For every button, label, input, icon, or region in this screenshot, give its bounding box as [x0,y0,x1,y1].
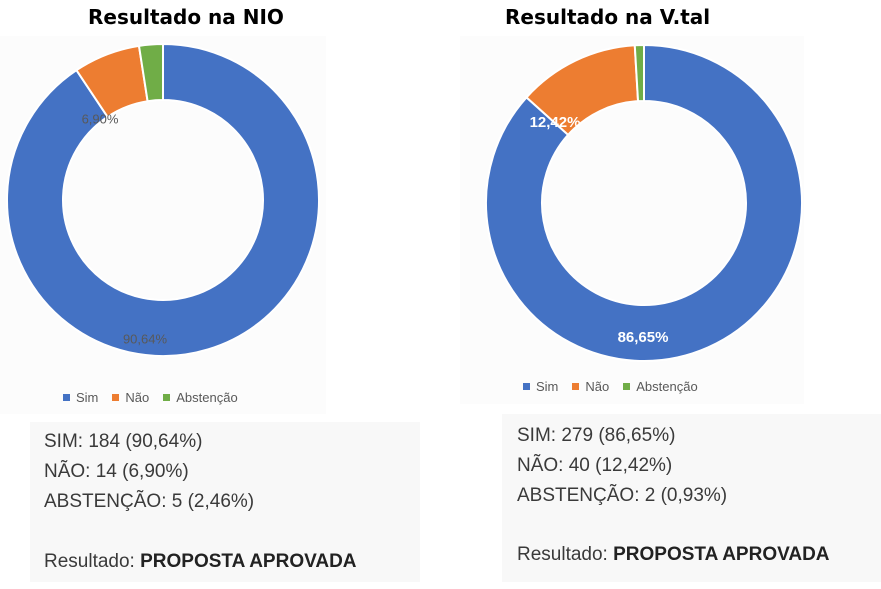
donut-slice-abstenção [137,42,164,103]
legend-swatch [572,383,580,390]
legend-label: Sim [76,390,99,405]
vote-summary: SIM: 279 (86,65%) NÃO: 40 (12,42%) ABSTE… [517,421,727,511]
summary-line-nao: NÃO: 40 (12,42%) [517,455,673,476]
legend-swatch [623,383,631,390]
result-label: Resultado: [517,544,608,565]
summary-line-sim: SIM: 184 (90,64%) [44,431,203,452]
data-label-não: 12,42% [530,114,581,131]
chart-panel-vtal: Resultado na V.tal 86,65% 12,42% Sim Não … [440,0,881,589]
data-label-não: 6,90% [82,111,119,126]
result-value: PROPOSTA APROVADA [613,544,830,565]
donut-slice-abstenção [633,43,645,103]
legend-item-abstencao: Abstenção [623,379,698,394]
donut-chart: 86,65% 12,42% [485,43,803,362]
summary-line-abstencao: ABSTENÇÃO: 5 (2,46%) [44,491,255,512]
legend-label: Não [585,379,610,394]
data-label-sim: 90,64% [123,331,168,346]
legend-item-nao: Não [112,390,149,405]
legend-item-sim: Sim [63,390,98,405]
chart-panel-nio: Resultado na NIO 90,64% 6,90% Sim Não Abs… [0,0,440,589]
summary-line-nao: NÃO: 14 (6,90%) [44,461,189,482]
result-line: Resultado: PROPOSTA APROVADA [517,544,830,566]
donut-chart: 90,64% 6,90% [6,42,320,357]
summary-line-sim: SIM: 279 (86,65%) [517,425,676,446]
result-line: Resultado: PROPOSTA APROVADA [44,551,357,573]
result-label: Resultado: [44,551,135,572]
chart-title: Resultado na NIO [88,5,284,29]
legend-item-abstencao: Abstenção [163,390,238,405]
legend-swatch [63,394,70,401]
donut-slice-sim [6,42,320,357]
vote-summary: SIM: 184 (90,64%) NÃO: 14 (6,90%) ABSTEN… [44,427,254,517]
legend-item-sim: Sim [523,379,558,394]
legend-swatch [112,394,120,401]
result-value: PROPOSTA APROVADA [140,551,357,572]
legend-label: Abstenção [176,390,238,405]
legend: Sim Não Abstenção [63,390,238,405]
summary-box [502,414,881,582]
legend-label: Não [125,390,150,405]
legend-swatch [523,383,530,390]
legend: Sim Não Abstenção [523,379,698,394]
chart-title: Resultado na V.tal [505,5,711,29]
legend-label: Abstenção [636,379,698,394]
legend-item-nao: Não [572,379,609,394]
donut-slice-sim [485,43,803,362]
summary-box [30,422,420,582]
legend-swatch [163,394,171,401]
legend-label: Sim [536,379,559,394]
data-label-sim: 86,65% [618,329,669,346]
summary-line-abstencao: ABSTENÇÃO: 2 (0,93%) [517,485,728,506]
